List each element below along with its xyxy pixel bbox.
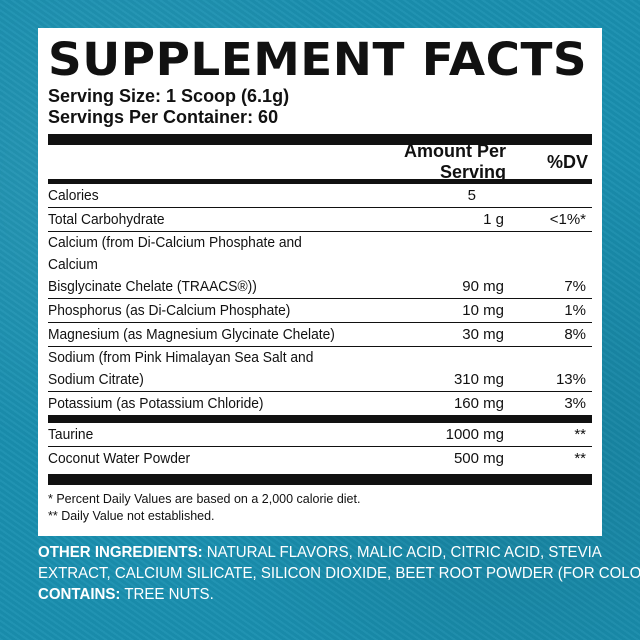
other-ingredients-text-1: NATURAL FLAVORS, MALIC ACID, CITRIC ACID… bbox=[206, 544, 602, 561]
nutrient-dv: 1% bbox=[564, 302, 586, 319]
other-ingredients-label: OTHER INGREDIENTS: bbox=[38, 544, 203, 561]
ingredient-row: Coconut Water Powder 500 mg ** bbox=[48, 447, 592, 470]
contains-line: CONTAINS: TREE NUTS. bbox=[38, 584, 572, 605]
footnote-not-established: ** Daily Value not established. bbox=[48, 509, 215, 523]
ingredient-amount: 1000 mg bbox=[445, 426, 504, 443]
other-ingredients-line-1: OTHER INGREDIENTS: NATURAL FLAVORS, MALI… bbox=[38, 542, 602, 563]
other-ingredients-text-2: EXTRACT, CALCIUM SILICATE, SILICON DIOXI… bbox=[38, 565, 640, 582]
ingredient-amount: 500 mg bbox=[453, 450, 504, 467]
ingredient-name: Taurine bbox=[48, 426, 94, 443]
nutrient-name: Calories bbox=[48, 187, 99, 204]
mid-divider bbox=[48, 415, 592, 423]
ingredient-row: Taurine 1000 mg ** bbox=[48, 423, 592, 447]
nutrient-row: Total Carbohydrate 1 g <1%* bbox=[48, 208, 592, 232]
ingredient-name: Coconut Water Powder bbox=[48, 450, 191, 467]
nutrient-row: Phosphorus (as Di-Calcium Phosphate) 10 … bbox=[48, 299, 592, 323]
nutrient-row: Calcium (from Di-Calcium Phosphate and C… bbox=[48, 232, 592, 299]
nutrient-row: Calories 5 bbox=[48, 184, 592, 208]
nutrient-amount: 310 mg bbox=[453, 371, 504, 388]
column-header-row: Amount Per Serving %DV bbox=[48, 141, 592, 184]
contains-label: CONTAINS: bbox=[38, 586, 121, 603]
nutrient-name: Sodium (from Pink Himalayan Sea Salt and… bbox=[48, 349, 314, 388]
ingredient-dv: ** bbox=[574, 450, 586, 467]
nutrient-amount: 5 bbox=[467, 187, 476, 204]
nutrient-dv: 13% bbox=[555, 371, 586, 388]
nutrient-name: Calcium (from Di-Calcium Phosphate and C… bbox=[48, 234, 302, 295]
footnotes: * Percent Daily Values are based on a 2,… bbox=[48, 485, 592, 525]
nutrient-amount: 160 mg bbox=[453, 395, 504, 412]
nutrient-row: Magnesium (as Magnesium Glycinate Chelat… bbox=[48, 323, 592, 347]
other-ingredients: OTHER INGREDIENTS: NATURAL FLAVORS, MALI… bbox=[38, 542, 640, 605]
supplement-facts-panel: SUPPLEMENT FACTS Serving Size: 1 Scoop (… bbox=[38, 28, 602, 536]
nutrient-dv: <1%* bbox=[549, 211, 586, 228]
nutrient-dv: 3% bbox=[564, 395, 586, 412]
nutrient-row: Potassium (as Potassium Chloride) 160 mg… bbox=[48, 392, 592, 415]
nutrient-name: Magnesium (as Magnesium Glycinate Chelat… bbox=[48, 326, 335, 343]
contains-value: TREE NUTS. bbox=[124, 586, 214, 603]
footnote-dv: * Percent Daily Values are based on a 2,… bbox=[48, 492, 361, 506]
nutrient-amount: 90 mg bbox=[462, 278, 504, 295]
nutrient-name: Potassium (as Potassium Chloride) bbox=[48, 395, 264, 412]
nutrient-amount: 1 g bbox=[483, 211, 504, 228]
nutrient-dv: 8% bbox=[564, 326, 586, 343]
nutrient-dv: 7% bbox=[564, 278, 586, 295]
ingredient-dv: ** bbox=[574, 426, 586, 443]
amount-per-serving-header: Amount Per Serving bbox=[403, 141, 506, 182]
panel-title: SUPPLEMENT FACTS bbox=[48, 33, 588, 86]
dv-header: %DV bbox=[546, 151, 588, 172]
nutrient-name: Total Carbohydrate bbox=[48, 211, 165, 228]
bottom-thick-divider bbox=[48, 474, 592, 485]
serving-size: Serving Size: 1 Scoop (6.1g) bbox=[48, 86, 290, 106]
servings-per-container: Servings Per Container: 60 bbox=[48, 107, 279, 127]
thick-divider bbox=[48, 134, 592, 145]
nutrient-row: Sodium (from Pink Himalayan Sea Salt and… bbox=[48, 347, 592, 392]
nutrient-name: Phosphorus (as Di-Calcium Phosphate) bbox=[48, 302, 291, 319]
nutrient-amount: 10 mg bbox=[462, 302, 504, 319]
nutrient-amount: 30 mg bbox=[462, 326, 504, 343]
